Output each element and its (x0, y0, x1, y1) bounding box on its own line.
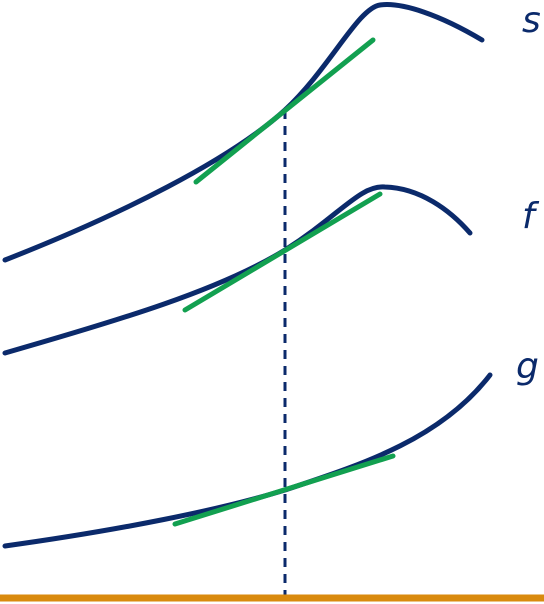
curve-label: f (522, 196, 540, 237)
tangent-f (182, 191, 383, 313)
curve-f (2, 184, 473, 356)
curve-label: g (516, 346, 539, 387)
curve-label: s (522, 0, 541, 41)
tangent-g (172, 453, 396, 527)
curve-s (2, 2, 485, 263)
curve-g (2, 372, 493, 549)
tangent-s (193, 37, 376, 185)
